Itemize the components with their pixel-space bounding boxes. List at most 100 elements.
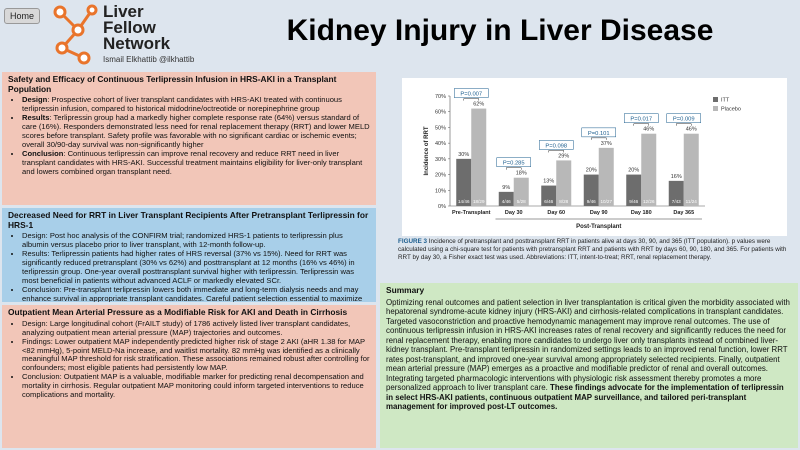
figure-label: FIGURE 3 (398, 238, 428, 245)
pvalue-box (539, 140, 574, 150)
chart-background (402, 78, 787, 236)
y-tick-label: 10% (435, 188, 446, 194)
pvalue-bracket (463, 98, 479, 101)
section-title: Outpatient Mean Arterial Pressure as a M… (8, 307, 348, 317)
count-label: 9/46 (629, 199, 638, 204)
summary-title: Summary (386, 285, 425, 295)
bar (583, 174, 599, 206)
pvalue-bracket (506, 167, 522, 170)
bar (456, 158, 472, 206)
value-label: 13% (543, 179, 554, 185)
bar (471, 108, 487, 206)
count-label: 8/28 (559, 199, 568, 204)
home-button[interactable]: Home (4, 8, 41, 24)
bullet-text: Conclusion: Pre-transplant terlipressin … (22, 285, 363, 302)
section: Decreased Need for RRT in Liver Transpla… (2, 208, 376, 302)
count-label: 4/46 (502, 199, 511, 204)
bullet: Conclusion: Outpatient MAP is a valuable… (22, 372, 370, 400)
bullet: Design: Prospective cohort of liver tran… (22, 95, 370, 114)
pvalue: P=0.009 (673, 117, 695, 123)
value-label: 62% (473, 102, 484, 108)
bullet-list: Design: Prospective cohort of liver tran… (8, 95, 370, 177)
bullet-text: Design: Post hoc analysis of the CONFIRM… (22, 231, 343, 250)
y-tick-label: 20% (435, 173, 446, 179)
count-label: 14/46 (458, 199, 470, 204)
x-tick-label: Day 60 (547, 210, 565, 216)
count-label: 6/46 (544, 199, 553, 204)
y-tick-label: 30% (435, 157, 446, 163)
bar (641, 133, 657, 206)
x-tick-label: Day 90 (590, 210, 608, 216)
pvalue-bracket (633, 123, 649, 126)
pvalue: P=0.101 (588, 131, 610, 137)
value-label: 37% (601, 141, 612, 147)
bullet-label: Design (22, 95, 48, 105)
bullet: Results: Terlipressin group had a marked… (22, 113, 370, 150)
y-tick-label: 70% (435, 94, 446, 100)
x-tick-label: Pre-Transplant (452, 210, 491, 216)
logo-icon (53, 4, 98, 65)
section: Outpatient Mean Arterial Pressure as a M… (2, 305, 376, 448)
count-label: 11/24 (686, 199, 698, 204)
bullet-text: Design: Large longitudinal cohort (FrAIL… (22, 318, 351, 337)
logo-text: Fellow (103, 18, 156, 37)
figure-panel: 0% 10% 20% 30% 40% 50% 60% 70% Incidence of RRT P… (380, 72, 798, 280)
count-label: 9/46 (587, 199, 596, 204)
bullet-text: : Prospective cohort of liver transplant… (22, 95, 342, 114)
section: Safety and Efficacy of Continuous Terlip… (2, 72, 376, 205)
x-tick-label: Day 365 (673, 210, 694, 216)
bullet-label: Results (22, 113, 50, 123)
pvalue-box (581, 127, 616, 138)
value-label: 18% (516, 171, 527, 177)
bullet-text: : Continuous terlipressin can improve re… (22, 149, 363, 176)
bar (668, 180, 684, 206)
pvalue-bracket (591, 137, 607, 140)
summary: Summary Optimizing renal outcomes and pa… (380, 283, 798, 448)
bullet: Findings: Lower outpatient MAP independe… (22, 336, 370, 374)
pvalue: P=0.098 (545, 143, 567, 149)
bullet: Conclusion: Pre-transplant terlipressin … (22, 285, 370, 302)
legend-label: ITT (721, 98, 730, 104)
pvalue-box (496, 157, 531, 167)
y-tick-label: 50% (435, 125, 446, 131)
x-tick-label: Day 180 (631, 210, 652, 216)
legend-swatch (713, 106, 718, 111)
pvalue: P=0.285 (503, 161, 525, 167)
bullet-text: : Terlipressin group had a markedly high… (22, 113, 370, 150)
count-label: 12/26 (643, 199, 655, 204)
bar (626, 174, 642, 206)
caption-text: Incidence of pretransplant and posttrans… (398, 238, 787, 261)
value-label: 30% (458, 152, 469, 158)
bullet-list: Design: Post hoc analysis of the CONFIRM… (8, 231, 370, 302)
bar (498, 191, 514, 206)
bullet-text: Findings: Lower outpatient MAP independe… (22, 336, 370, 373)
section-title: Safety and Efficacy of Continuous Terlip… (8, 74, 337, 94)
logo-text: Network (103, 34, 171, 53)
bar (556, 160, 572, 206)
count-label: 10/27 (601, 199, 613, 204)
summary-bold: These findings advocate for the implemen… (386, 383, 784, 411)
bar (541, 185, 557, 206)
poster-title: Kidney Injury in Liver Disease (286, 14, 714, 47)
pvalue-box (624, 113, 659, 123)
y-tick-label: 40% (435, 141, 446, 147)
legend-swatch (713, 97, 718, 102)
legend-label: Placebo (721, 107, 741, 113)
bullet: Conclusion: Continuous terlipressin can … (22, 149, 370, 177)
value-label: 46% (643, 127, 654, 133)
value-label: 20% (586, 168, 597, 174)
x-tick-label: Day 30 (505, 210, 523, 216)
figure-caption: FIGURE 3 Incidence of pretransplant and … (398, 238, 793, 262)
pvalue-box (454, 88, 489, 98)
count-label: 7/43 (672, 199, 681, 204)
x-axis-label: Post-Transplant (576, 224, 621, 230)
summary-text: Optimizing renal outcomes and patient se… (386, 297, 790, 393)
y-axis-label: Incidence of RRT (424, 126, 430, 175)
bullet-text: Results: Terlipressin patients had highe… (22, 249, 355, 286)
value-label: 46% (686, 127, 697, 133)
bullet: Results: Terlipressin patients had highe… (22, 249, 370, 286)
bullet: Design: Post hoc analysis of the CONFIRM… (22, 231, 370, 250)
pvalue-box (666, 113, 701, 123)
value-label: 9% (502, 185, 510, 191)
